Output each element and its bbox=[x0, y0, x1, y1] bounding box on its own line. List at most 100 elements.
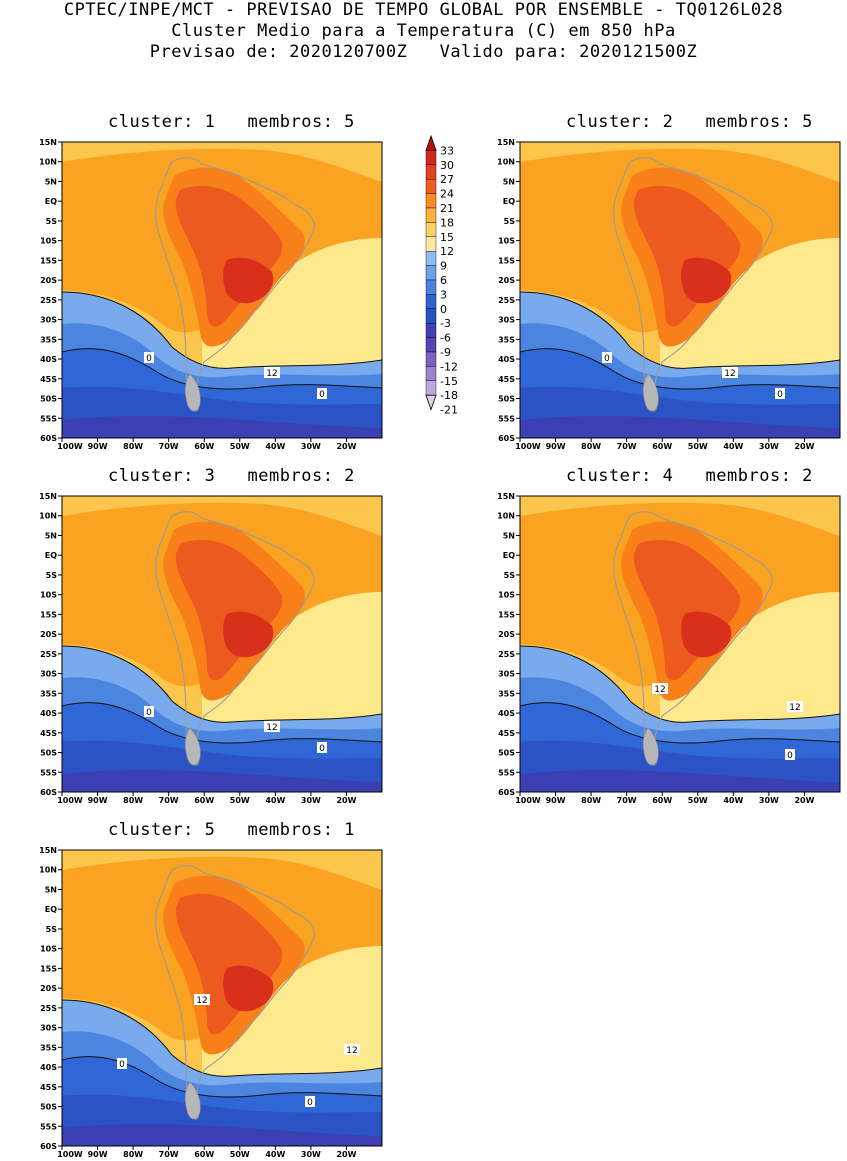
lon-label-90W: 90W bbox=[546, 796, 566, 805]
lat-label-50S: 50S bbox=[498, 395, 515, 404]
map-frame bbox=[61, 849, 383, 1147]
lon-label-80W: 80W bbox=[123, 442, 143, 451]
colorbar-swatch-13 bbox=[425, 322, 437, 338]
lat-label-10S: 10S bbox=[40, 945, 57, 954]
lat-label-50S: 50S bbox=[40, 395, 57, 404]
map-panel-cluster-3: 15N 10N 5N EQ 5S 10S 15S 20S 25S 30S 35S 40S 45S 50S 5… bbox=[39, 492, 383, 805]
lon-label-20W: 20W bbox=[794, 442, 814, 451]
lat-label-10N: 10N bbox=[39, 866, 57, 875]
map-frame bbox=[519, 495, 841, 793]
temperature-field bbox=[62, 142, 382, 438]
south-america-coastline bbox=[155, 157, 315, 412]
colorbar-bottom-arrow bbox=[425, 394, 437, 411]
lat-label-5N: 5N bbox=[45, 531, 57, 540]
contour-label-1: 12 bbox=[266, 369, 277, 379]
warm-band-3 bbox=[223, 965, 274, 1012]
contour-label-0: 0 bbox=[146, 708, 152, 718]
warm-band-2 bbox=[633, 185, 741, 327]
lon-label-100W: 100W bbox=[57, 796, 83, 805]
map-plot-area: 15N 10N 5N EQ 5S 10S 15S 20S 25S 30S 35S 40S 45S 50S 5… bbox=[497, 138, 841, 451]
contour-label-box-2 bbox=[317, 388, 327, 399]
lat-label-50S: 50S bbox=[498, 749, 515, 758]
contour-0 bbox=[62, 1056, 382, 1098]
patagonia-islands bbox=[642, 727, 659, 766]
lat-label-40S: 40S bbox=[40, 355, 57, 364]
contour-label-box-2 bbox=[785, 749, 795, 760]
lon-label-90W: 90W bbox=[546, 442, 566, 451]
lon-label-50W: 50W bbox=[688, 796, 708, 805]
colorbar-swatch-5 bbox=[425, 207, 437, 223]
map-panel-cluster-4: 15N 10N 5N EQ 5S 10S 15S 20S 25S 30S 35S 40S 45S 50S 5… bbox=[497, 492, 841, 805]
lat-label-20S: 20S bbox=[40, 630, 57, 639]
lon-label-40W: 40W bbox=[723, 796, 743, 805]
colorbar-swatch-1 bbox=[425, 150, 437, 165]
contour-label-3: 0 bbox=[307, 1098, 313, 1108]
lat-label-5N: 5N bbox=[503, 177, 515, 186]
south-america-coastline bbox=[613, 157, 773, 412]
lat-label-60S: 60S bbox=[40, 434, 57, 443]
lon-label-30W: 30W bbox=[301, 442, 321, 451]
lat-label-30S: 30S bbox=[40, 316, 57, 325]
lat-label-55S: 55S bbox=[40, 414, 57, 423]
lat-label-10N: 10N bbox=[497, 512, 515, 521]
colorbar-level-4: 21 bbox=[440, 202, 454, 215]
lon-label-100W: 100W bbox=[515, 796, 541, 805]
panel-4-title: cluster: 4 membros: 2 bbox=[566, 466, 813, 486]
lat-label-15N: 15N bbox=[39, 492, 57, 501]
colorbar-swatch-6 bbox=[425, 222, 437, 238]
lat-label-45S: 45S bbox=[498, 729, 515, 738]
map-frame bbox=[61, 141, 383, 439]
colorbar-level-5: 18 bbox=[440, 216, 454, 229]
lat-label-60S: 60S bbox=[498, 788, 515, 797]
colorbar-swatch-17 bbox=[425, 380, 437, 396]
lon-label-60W: 60W bbox=[652, 796, 672, 805]
colorbar-level-18: -21 bbox=[440, 404, 458, 417]
lat-label-25S: 25S bbox=[498, 296, 515, 305]
lon-label-80W: 80W bbox=[581, 442, 601, 451]
map-frame bbox=[519, 141, 841, 439]
map-frame bbox=[61, 495, 383, 793]
temperature-band-6 bbox=[62, 416, 382, 438]
lon-label-20W: 20W bbox=[336, 442, 356, 451]
patagonia-islands bbox=[184, 1081, 201, 1120]
warm-band-3 bbox=[223, 611, 274, 658]
lat-label-35S: 35S bbox=[40, 1043, 57, 1052]
colorbar-swatch-8 bbox=[425, 250, 437, 266]
contour-label-1: 12 bbox=[266, 723, 277, 733]
colorbar-level-2: 27 bbox=[440, 173, 454, 186]
contour-label-box-2 bbox=[775, 388, 785, 399]
lat-label-25S: 25S bbox=[40, 1004, 57, 1013]
subtitle-dates: Previsao de: 2020120700Z Valido para: 20… bbox=[149, 42, 698, 62]
temperature-field bbox=[520, 142, 840, 438]
colorbar-swatch-9 bbox=[425, 265, 437, 281]
lon-label-70W: 70W bbox=[617, 442, 637, 451]
warm-band-2 bbox=[175, 185, 283, 327]
map-plot-area: 15N 10N 5N EQ 5S 10S 15S 20S 25S 30S 35S 40S 45S 50S 5… bbox=[497, 492, 841, 805]
lat-label-5S: 5S bbox=[46, 571, 58, 580]
lon-label-20W: 20W bbox=[336, 1150, 356, 1159]
colorbar-level-17: -18 bbox=[440, 389, 458, 402]
lat-label-25S: 25S bbox=[40, 296, 57, 305]
lat-label-10N: 10N bbox=[39, 512, 57, 521]
contour-label-box-1 bbox=[787, 701, 803, 712]
contour-0 bbox=[62, 702, 382, 744]
lat-label-15N: 15N bbox=[497, 138, 515, 147]
map-panel-cluster-2: 15N 10N 5N EQ 5S 10S 15S 20S 25S 30S 35S 40S 45S 50S 5… bbox=[497, 138, 841, 451]
colorbar-level-14: -9 bbox=[440, 346, 451, 359]
lon-label-70W: 70W bbox=[617, 796, 637, 805]
lon-label-100W: 100W bbox=[57, 442, 83, 451]
lat-label-10S: 10S bbox=[40, 591, 57, 600]
contour-label-2: 0 bbox=[777, 390, 783, 400]
warm-band-2 bbox=[175, 893, 283, 1035]
colorbar-level-7: 12 bbox=[440, 245, 454, 258]
contour-label-box-1 bbox=[264, 721, 280, 732]
patagonia-islands bbox=[184, 373, 201, 412]
colorbar-swatch-7 bbox=[425, 236, 437, 252]
panel-1-title: cluster: 1 membros: 5 bbox=[108, 112, 355, 132]
lat-label-5S: 5S bbox=[504, 571, 516, 580]
lat-label-15S: 15S bbox=[40, 610, 57, 619]
contour-label-box-3 bbox=[305, 1096, 315, 1107]
lon-label-30W: 30W bbox=[301, 796, 321, 805]
contour-label-2: 0 bbox=[787, 751, 793, 761]
